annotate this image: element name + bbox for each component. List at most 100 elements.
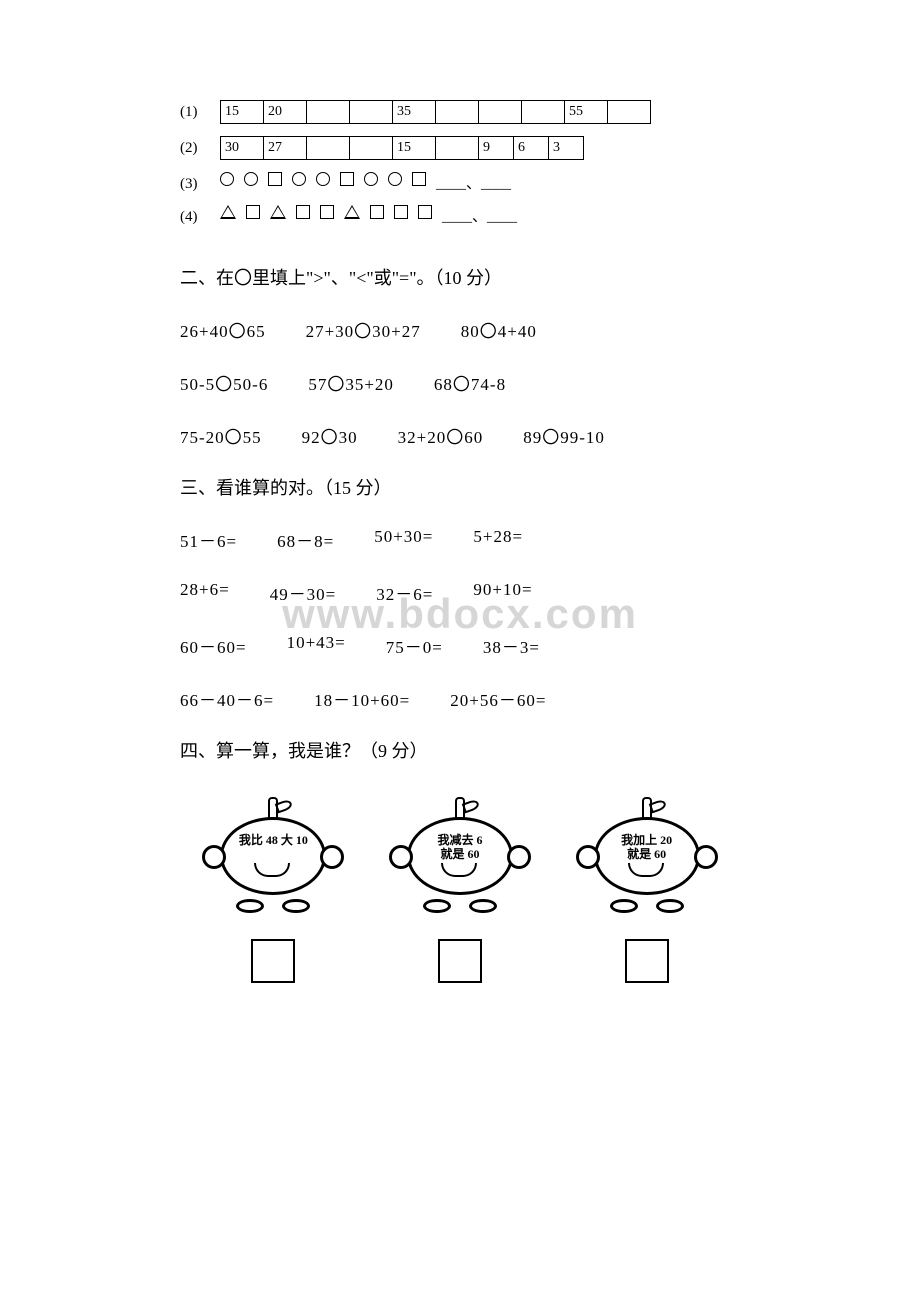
square-icon [412,172,426,186]
section-1: (1) 15 20 35 55 (2) 30 27 [180,100,740,226]
problem: 68－8= [277,527,334,552]
cell: 30 [220,136,264,160]
seq-row-2: (2) 30 27 15 9 6 3 [180,136,740,160]
problem: 75-20〇55 [180,423,262,448]
circle-icon [388,172,402,186]
fruit-col: 我加上 20 就是 60 [572,805,722,983]
pattern-row-3: (3) ____、____ [180,172,740,193]
square-icon [268,172,282,186]
problem: 50-5〇50-6 [180,370,268,395]
blank-tail: ____、____ [436,172,511,193]
square-icon [340,172,354,186]
square-icon [370,205,384,219]
fruit-text: 我减去 6 就是 60 [385,833,535,862]
pattern-row-4: (4) ____、____ [180,205,740,226]
fruit-col: 我比 48 大 10 [198,805,348,983]
cell [435,100,479,124]
problem-line: 26+40〇65 27+30〇30+27 80〇4+40 [180,317,740,342]
seq-cells: 30 27 15 9 6 3 [220,136,584,160]
problem-line: 28+6= 49－30= 32－6= 90+10= [180,580,740,605]
problem: 66－40－6= [180,686,274,711]
problem: 20+56－60= [450,686,546,711]
cell [521,100,565,124]
seq-label: (3) [180,172,220,193]
answer-box[interactable] [438,939,482,983]
cell: 15 [220,100,264,124]
cell [607,100,651,124]
problem: 28+6= [180,580,230,605]
cell [435,136,479,160]
cell: 6 [513,136,549,160]
section-4-heading: 四、算一算，我是谁？（9 分） [180,739,740,764]
cell [306,136,350,160]
cell: 55 [564,100,608,124]
problem: 57〇35+20 [308,370,394,395]
seq-label: (2) [180,136,220,157]
triangle-icon [220,205,236,219]
problem: 60－60= [180,633,247,658]
fruit-character: 我比 48 大 10 [198,805,348,915]
problem: 32+20〇60 [398,423,484,448]
fruit-character: 我减去 6 就是 60 [385,805,535,915]
circle-icon [292,172,306,186]
section-2-heading: 二、在〇里填上">"、"<"或"="。（10 分） [180,266,740,291]
seq-row-1: (1) 15 20 35 55 [180,100,740,124]
problem-line: 50-5〇50-6 57〇35+20 68〇74-8 [180,370,740,395]
square-icon [394,205,408,219]
cell: 20 [263,100,307,124]
problem: 49－30= [270,580,337,605]
circle-icon [316,172,330,186]
problem: 26+40〇65 [180,317,266,342]
circle-icon [364,172,378,186]
problem: 5+28= [473,527,523,552]
square-icon [418,205,432,219]
problem: 75－0= [386,633,443,658]
cell [306,100,350,124]
section-3-heading: 三、看谁算的对。（15 分） [180,476,740,501]
problem: 51－6= [180,527,237,552]
fruit-col: 我减去 6 就是 60 [385,805,535,983]
problem: 32－6= [376,580,433,605]
problem: 27+30〇30+27 [306,317,421,342]
seq-cells: 15 20 35 55 [220,100,651,124]
problem-line: 75-20〇55 92〇30 32+20〇60 89〇99-10 [180,423,740,448]
problem: 89〇99-10 [523,423,605,448]
seq-label: (4) [180,205,220,226]
problem: 18－10+60= [314,686,410,711]
square-icon [320,205,334,219]
cell [349,136,393,160]
triangle-icon [344,205,360,219]
problem: 50+30= [374,527,433,552]
problem: 10+43= [287,633,346,658]
answer-box[interactable] [251,939,295,983]
cell: 35 [392,100,436,124]
fruit-character: 我加上 20 就是 60 [572,805,722,915]
problem-line: 60－60= 10+43= 75－0= 38－3= [180,633,740,658]
problem-line: 51－6= 68－8= 50+30= 5+28= [180,527,740,552]
problem: 92〇30 [302,423,358,448]
circle-icon [244,172,258,186]
problem: 80〇4+40 [461,317,537,342]
fruit-row: 我比 48 大 10 我减去 6 就是 60 [180,805,740,983]
fruit-text: 我比 48 大 10 [198,833,348,847]
fruit-text: 我加上 20 就是 60 [572,833,722,862]
cell: 3 [548,136,584,160]
problem-line: 66－40－6= 18－10+60= 20+56－60= [180,686,740,711]
cell [349,100,393,124]
cell: 15 [392,136,436,160]
problem: 68〇74-8 [434,370,506,395]
triangle-icon [270,205,286,219]
seq-label: (1) [180,100,220,121]
answer-box[interactable] [625,939,669,983]
blank-tail: ____、____ [442,205,517,226]
shape-sequence [220,205,432,219]
cell: 9 [478,136,514,160]
cell: 27 [263,136,307,160]
shape-sequence [220,172,426,186]
circle-icon [220,172,234,186]
square-icon [296,205,310,219]
problem: 90+10= [473,580,532,605]
cell [478,100,522,124]
problem: 38－3= [483,633,540,658]
square-icon [246,205,260,219]
